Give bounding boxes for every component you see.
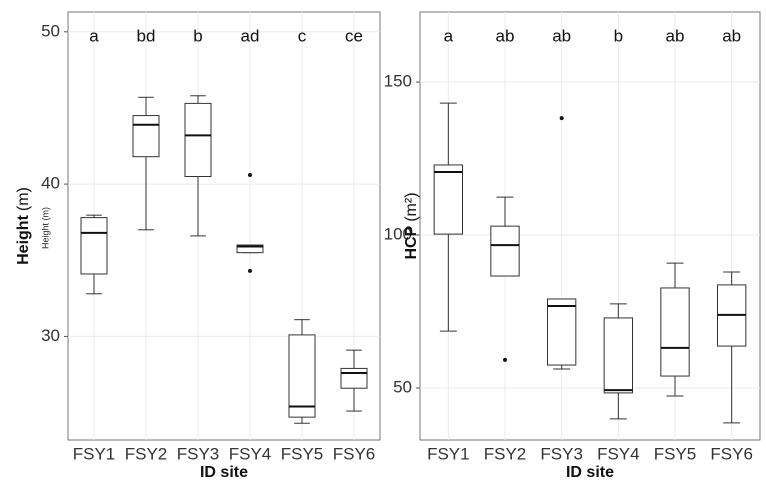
outlier xyxy=(248,172,252,177)
x-tick-label: FSY5 xyxy=(654,444,697,463)
significance-letter: ad xyxy=(241,26,260,45)
significance-letter: ab xyxy=(722,26,741,45)
significance-letter: bd xyxy=(137,26,156,45)
x-tick-label: FSY6 xyxy=(710,444,753,463)
y-axis-label-unit: (m) xyxy=(15,187,32,211)
x-tick-label: FSY1 xyxy=(427,444,470,463)
y-axis-label: HCP (m²) xyxy=(403,192,420,259)
panel: 50 100 150 FSY1 a FSY2 ab FSY3 ab FSY4 b FSY5 ab FSY6… xyxy=(384,11,761,481)
y-axis-label-bold: Height xyxy=(15,214,32,264)
box xyxy=(660,287,690,377)
plot-frame xyxy=(419,11,761,441)
outlier xyxy=(248,268,252,273)
x-tick-label: FSY3 xyxy=(177,444,220,463)
x-tick-label: FSY2 xyxy=(484,444,527,463)
x-axis-label: ID site xyxy=(200,464,248,481)
x-axis-label: ID site xyxy=(566,464,614,481)
y-tick-label: 50 xyxy=(41,21,60,40)
significance-letter: ce xyxy=(345,26,363,45)
significance-letter: ab xyxy=(496,26,515,45)
box xyxy=(184,102,212,177)
panel: 30 40 50 FSY1 a FSY2 bd FSY3 b FSY4 ad FSY5 c FSY6 ce I… xyxy=(15,11,381,481)
y-axis-label-unit: (m²) xyxy=(403,192,420,221)
y-tick-label: 50 xyxy=(393,377,412,396)
box xyxy=(236,244,264,254)
y-axis-label: Height (m) xyxy=(15,187,32,265)
y-tick-label: 150 xyxy=(384,72,412,91)
box xyxy=(132,115,160,158)
significance-letter: b xyxy=(614,26,623,45)
outlier xyxy=(503,357,507,362)
x-tick-label: FSY1 xyxy=(73,444,116,463)
y-axis-label-bold: HCP xyxy=(403,225,420,259)
box xyxy=(340,367,368,389)
y-tick-label: 100 xyxy=(384,225,412,244)
y-axis-label-small: Height (m) xyxy=(40,207,50,249)
significance-letter: ab xyxy=(666,26,685,45)
x-tick-label: FSY6 xyxy=(333,444,376,463)
significance-letter: a xyxy=(444,26,454,45)
box xyxy=(288,334,316,418)
x-tick-label: FSY2 xyxy=(125,444,168,463)
x-tick-label: FSY4 xyxy=(229,444,272,463)
significance-letter: ab xyxy=(552,26,571,45)
box xyxy=(603,317,634,394)
plot-frame xyxy=(67,11,381,441)
significance-letter: b xyxy=(193,26,202,45)
y-tick-label: 30 xyxy=(41,326,60,345)
significance-letter: c xyxy=(298,26,307,45)
y-tick-label: 40 xyxy=(41,174,60,193)
outlier xyxy=(559,116,564,121)
significance-letter: a xyxy=(89,26,99,45)
box xyxy=(490,225,520,277)
box xyxy=(547,298,577,366)
x-tick-label: FSY4 xyxy=(597,444,640,463)
x-tick-label: FSY5 xyxy=(281,444,324,463)
box xyxy=(80,217,108,275)
x-tick-label: FSY3 xyxy=(540,444,583,463)
box xyxy=(433,164,463,235)
